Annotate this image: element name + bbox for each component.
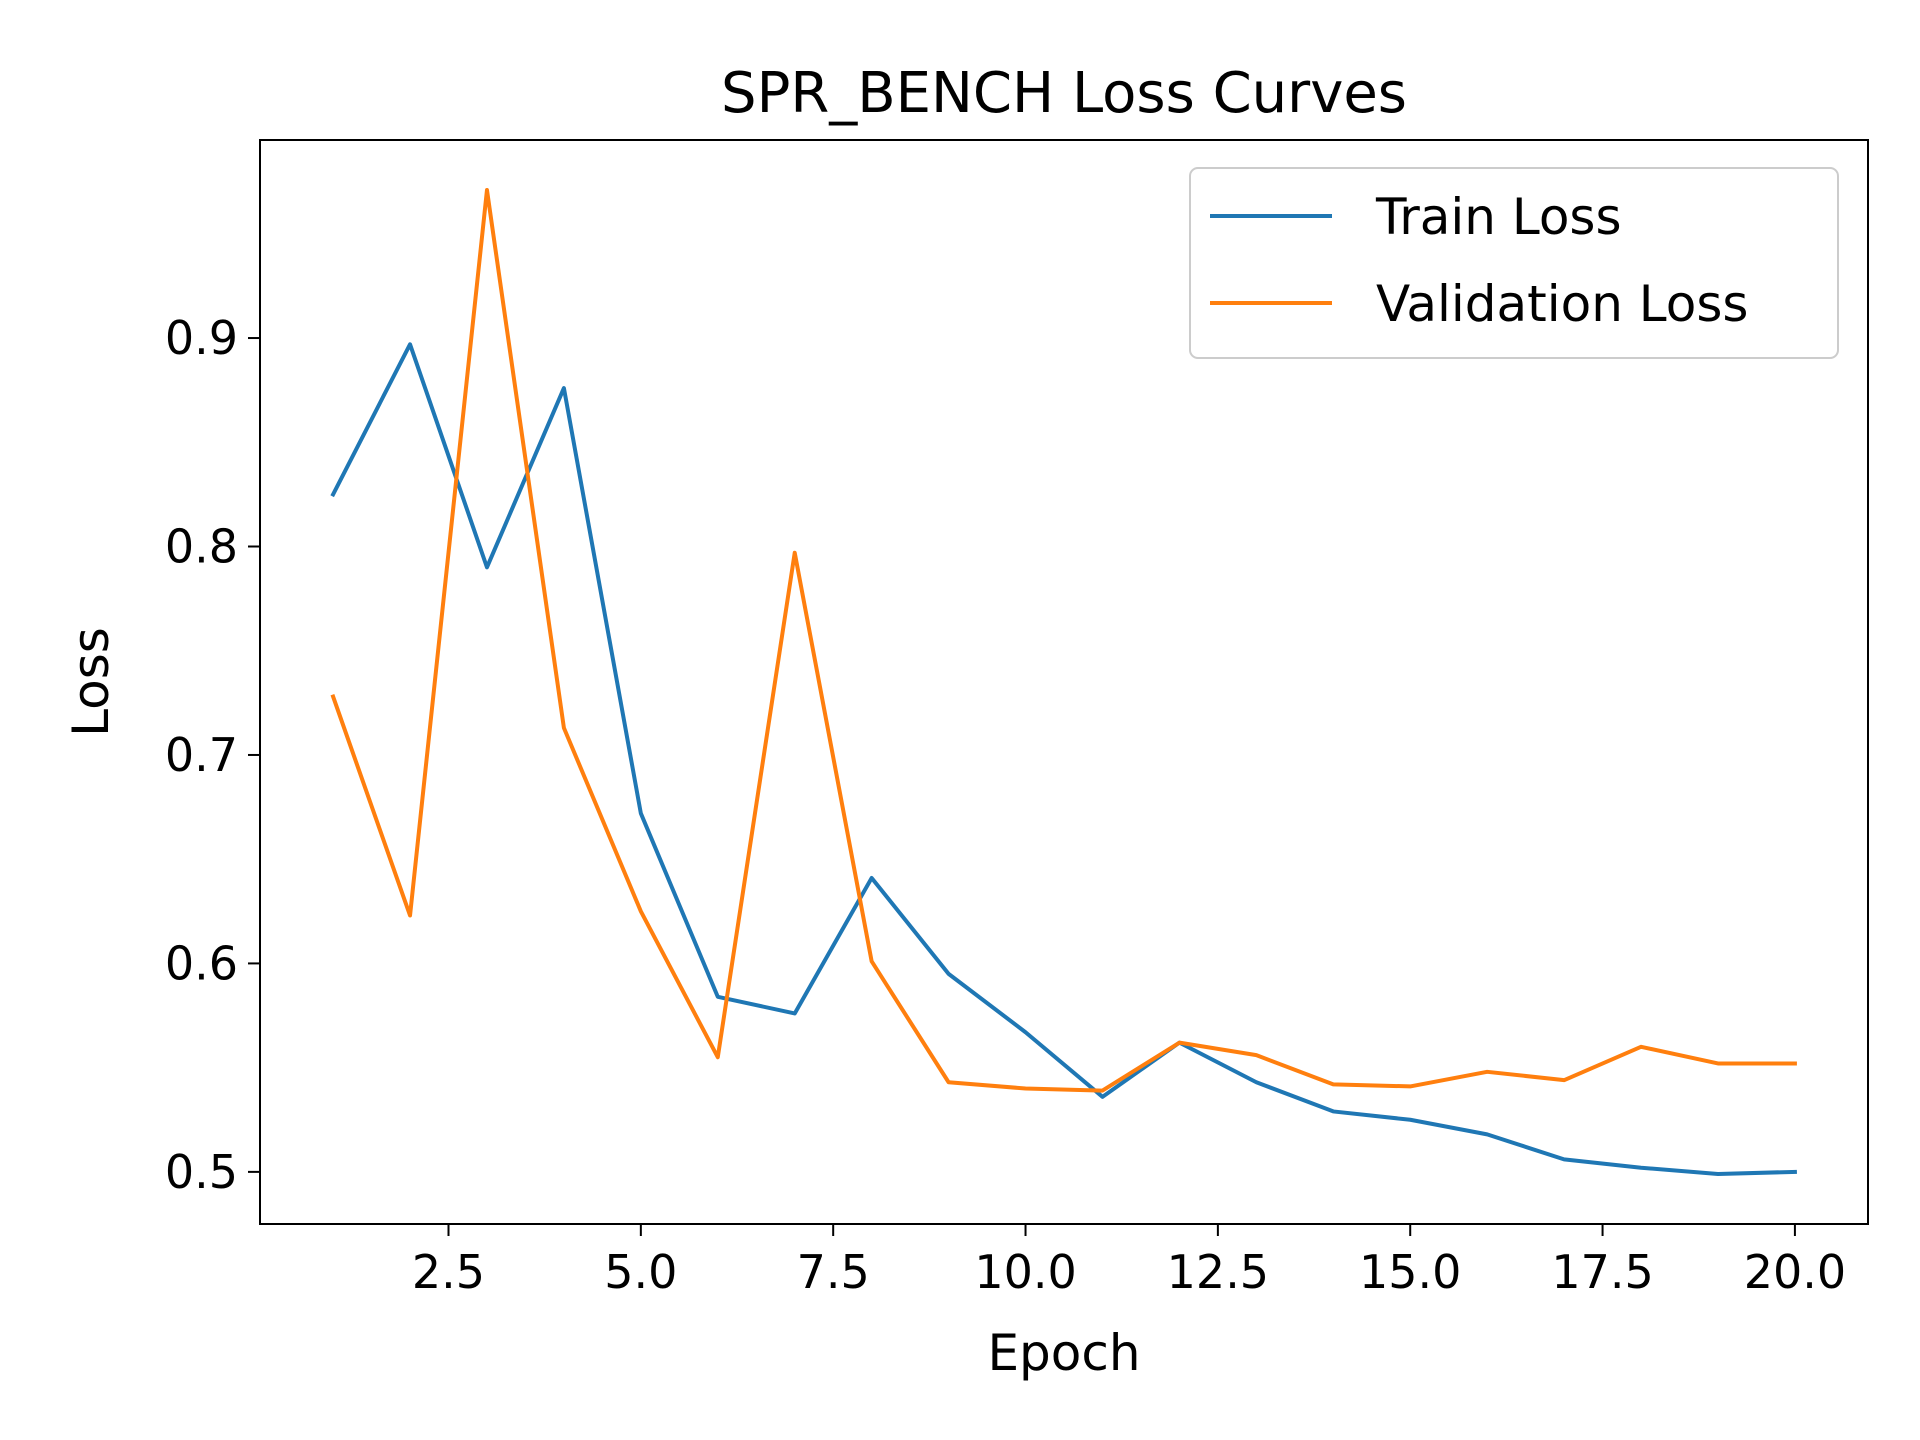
x-tick-label: 5.0	[604, 1245, 677, 1299]
y-tick-label: 0.7	[165, 728, 238, 782]
x-tick-label: 7.5	[797, 1245, 870, 1299]
legend: Train Loss Validation Loss	[1190, 168, 1838, 358]
y-tick-label: 0.9	[165, 311, 238, 365]
chart-title: SPR_BENCH Loss Curves	[721, 61, 1407, 126]
y-tick-label: 0.6	[165, 936, 238, 990]
y-tick-label: 0.5	[165, 1145, 238, 1199]
y-axis-label: Loss	[62, 627, 120, 737]
legend-label-train-loss: Train Loss	[1375, 188, 1622, 246]
legend-label-validation-loss: Validation Loss	[1376, 275, 1748, 333]
x-axis-label: Epoch	[987, 1324, 1140, 1382]
x-tick-label: 20.0	[1744, 1245, 1846, 1299]
x-tick-label: 10.0	[974, 1245, 1076, 1299]
x-tick-label: 15.0	[1359, 1245, 1461, 1299]
x-tick-label: 2.5	[412, 1245, 485, 1299]
x-tick-label: 12.5	[1167, 1245, 1269, 1299]
y-tick-label: 0.8	[165, 520, 238, 574]
x-tick-label: 17.5	[1551, 1245, 1653, 1299]
